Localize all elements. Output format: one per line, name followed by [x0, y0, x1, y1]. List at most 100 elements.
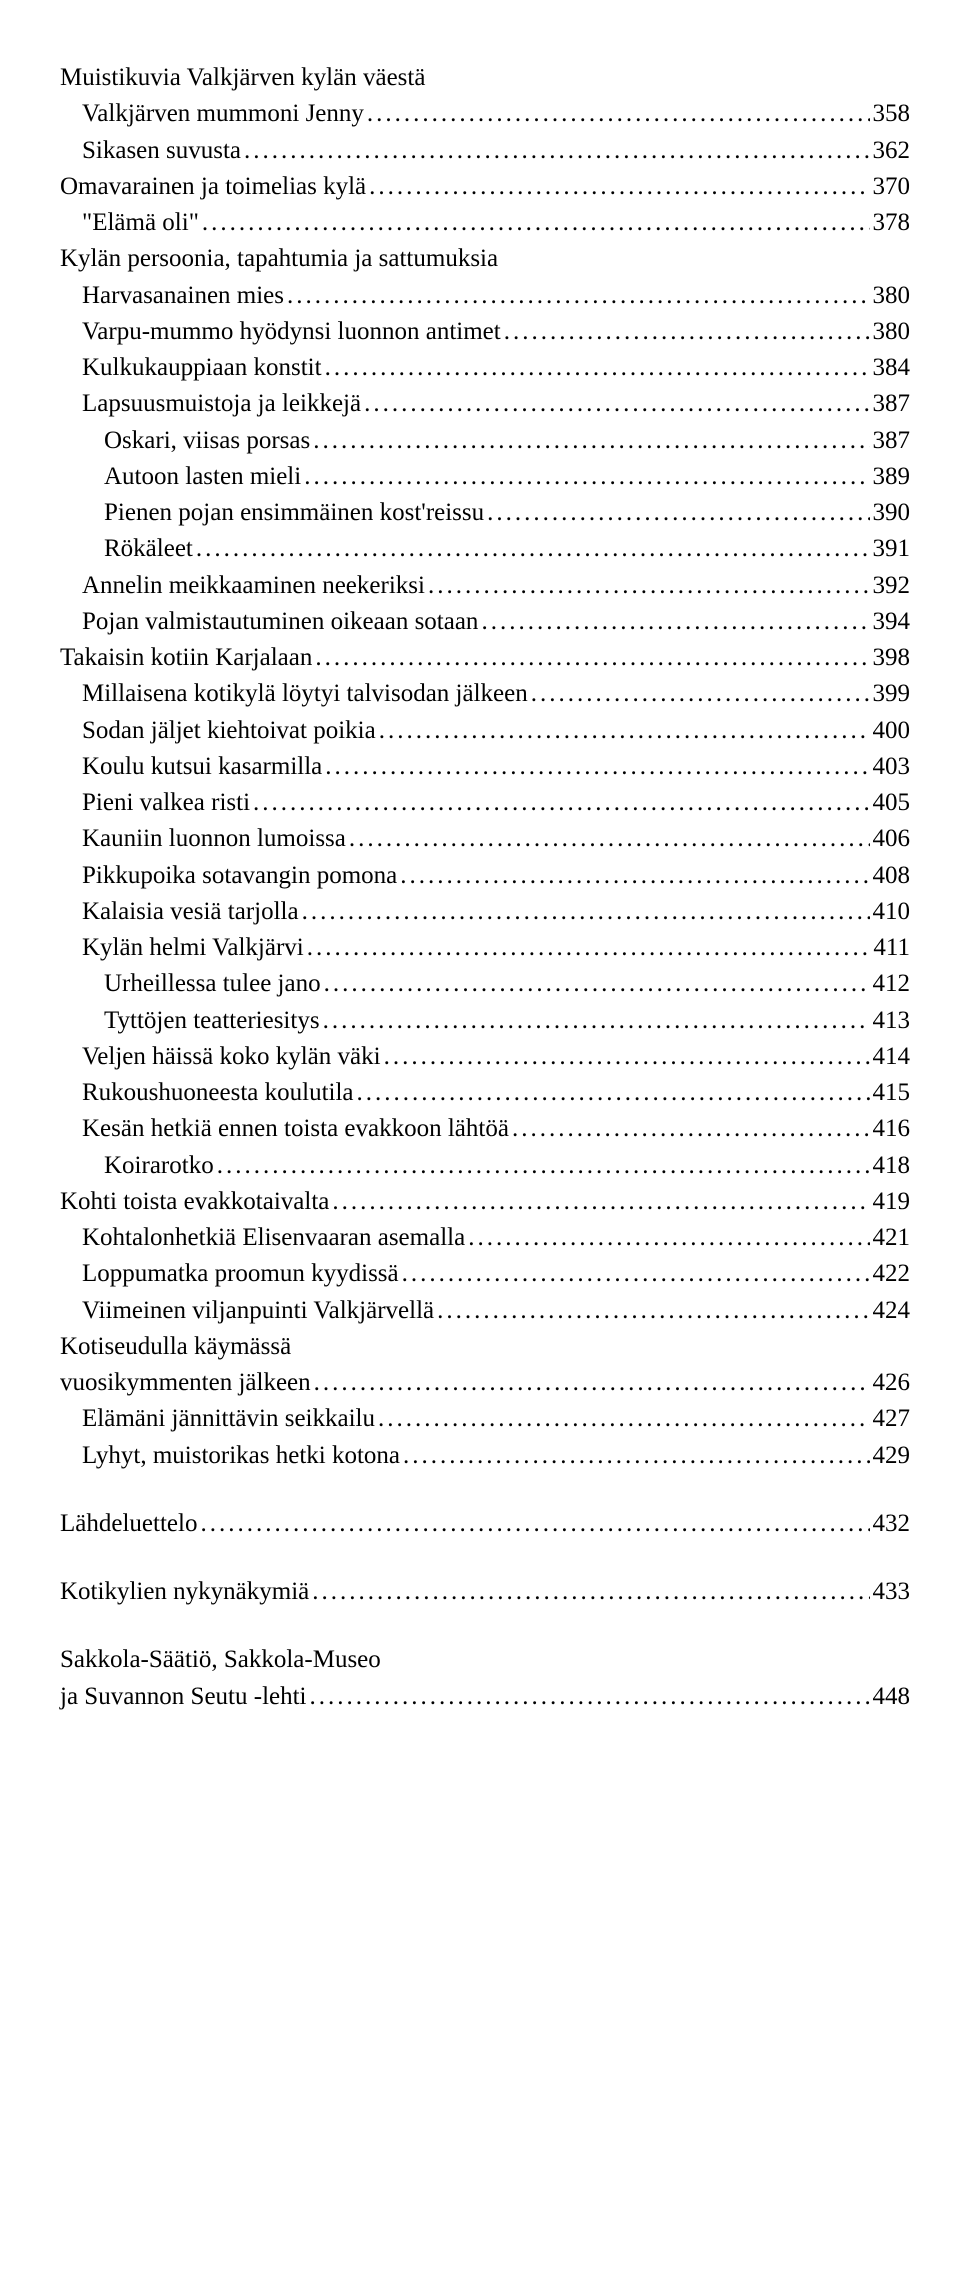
toc-leader-dots: [428, 568, 870, 604]
toc-entry-page: 358: [873, 96, 911, 132]
toc-entry: Omavarainen ja toimelias kylä370: [60, 169, 910, 205]
toc-entry-page: 429: [873, 1438, 911, 1474]
toc-entry: Kesän hetkiä ennen toista evakkoon lähtö…: [60, 1111, 910, 1147]
toc-leader-dots: [244, 133, 869, 169]
toc-leader-dots: [304, 459, 869, 495]
toc-entry-page: 387: [873, 423, 911, 459]
toc-entry-label: ja Suvannon Seutu -lehti: [60, 1679, 307, 1715]
toc-entry: Lyhyt, muistorikas hetki kotona429: [60, 1438, 910, 1474]
toc-entry-page: 427: [873, 1401, 911, 1437]
toc-entry-page: 410: [873, 894, 911, 930]
toc-entry: Viimeinen viljanpuinti Valkjärvellä424: [60, 1293, 910, 1329]
toc-entry: Elämäni jännittävin seikkailu427: [60, 1401, 910, 1437]
toc-entry-label: Varpu-mummo hyödynsi luonnon antimet: [82, 314, 501, 350]
toc-spacer: [60, 1610, 910, 1642]
toc-entry-label: Muistikuvia Valkjärven kylän väestä: [60, 64, 425, 91]
toc-entry: Takaisin kotiin Karjalaan 398: [60, 640, 910, 676]
toc-entry-label: Kalaisia vesiä tarjolla: [82, 894, 299, 930]
toc-leader-dots: [481, 604, 869, 640]
toc-entry: Koulu kutsui kasarmilla403: [60, 749, 910, 785]
toc-entry: Sikasen suvusta 362: [60, 133, 910, 169]
toc-entry-page: 392: [873, 568, 911, 604]
toc-leader-dots: [323, 1003, 870, 1039]
toc-entry: Kotikylien nykynäkymiä433: [60, 1574, 910, 1610]
toc-entry-label: Kulkukauppiaan konstit: [82, 350, 322, 386]
toc-entry-page: 416: [873, 1111, 911, 1147]
toc-entry-page: 399: [873, 676, 911, 712]
toc-entry: Urheillessa tulee jano412: [60, 966, 910, 1002]
toc-entry-label: Sikasen suvusta: [82, 133, 241, 169]
toc-entry-label: Urheillessa tulee jano: [104, 966, 321, 1002]
toc-entry: Annelin meikkaaminen neekeriksi392: [60, 568, 910, 604]
toc-entry: Kohti toista evakkotaivalta419: [60, 1184, 910, 1220]
toc-leader-dots: [364, 386, 869, 422]
toc-leader-dots: [531, 676, 870, 712]
toc-leader-dots: [402, 1256, 870, 1292]
toc-entry-page: 378: [873, 205, 911, 241]
toc-entry-page: 415: [873, 1075, 911, 1111]
toc-leader-dots: [324, 966, 870, 1002]
toc-entry: Oskari, viisas porsas387: [60, 423, 910, 459]
toc-entry-label: Takaisin kotiin Karjalaan: [60, 640, 312, 676]
toc-leader-dots: [310, 1679, 870, 1715]
toc-entry-label: Sakkola-Säätiö, Sakkola-Museo: [60, 1646, 381, 1673]
toc-entry: Kotiseudulla käymässä: [60, 1329, 910, 1365]
toc-entry: Kalaisia vesiä tarjolla 410: [60, 894, 910, 930]
toc-leader-dots: [487, 495, 869, 531]
toc-entry-page: 424: [873, 1293, 911, 1329]
toc-entry-page: 422: [873, 1256, 911, 1292]
toc-entry: Kulkukauppiaan konstit 384: [60, 350, 910, 386]
toc-entry-label: Pikkupoika sotavangin pomona: [82, 858, 397, 894]
toc-entry: Varpu-mummo hyödynsi luonnon antimet 380: [60, 314, 910, 350]
toc-entry: ja Suvannon Seutu -lehti 448: [60, 1679, 910, 1715]
toc-entry-page: 384: [873, 350, 911, 386]
toc-entry-page: 414: [873, 1039, 911, 1075]
toc-entry: Rukoushuoneesta koulutila 415: [60, 1075, 910, 1111]
toc-entry-page: 411: [873, 930, 910, 966]
toc-entry: Autoon lasten mieli389: [60, 459, 910, 495]
toc-entry-page: 426: [873, 1365, 911, 1401]
toc-entry-label: Harvasanainen mies: [82, 278, 284, 314]
toc-entry: Sakkola-Säätiö, Sakkola-Museo: [60, 1642, 910, 1678]
toc-leader-dots: [314, 1365, 870, 1401]
toc-entry-page: 419: [873, 1184, 911, 1220]
toc-leader-dots: [217, 1148, 870, 1184]
toc-leader-dots: [332, 1184, 869, 1220]
toc-entry: Veljen häissä koko kylän väki414: [60, 1039, 910, 1075]
toc-entry-page: 394: [873, 604, 911, 640]
toc-entry-page: 403: [873, 749, 911, 785]
toc-entry-page: 398: [873, 640, 911, 676]
toc-entry-label: Tyttöjen teatteriesitys: [104, 1003, 320, 1039]
toc-entry: Pieni valkea risti 405: [60, 785, 910, 821]
toc-leader-dots: [369, 169, 869, 205]
toc-entry: Rökäleet391: [60, 531, 910, 567]
toc-entry-label: Kylän persoonia, tapahtumia ja sattumuks…: [60, 245, 498, 272]
toc-leader-dots: [312, 1574, 869, 1610]
toc-leader-dots: [253, 785, 869, 821]
toc-entry: Pojan valmistautuminen oikeaan sotaan394: [60, 604, 910, 640]
toc-entry-page: 406: [873, 821, 911, 857]
toc-entry: Kauniin luonnon lumoissa406: [60, 821, 910, 857]
toc-spacer: [60, 1474, 910, 1506]
toc-entry: Kylän helmi Valkjärvi411: [60, 930, 910, 966]
toc-leader-dots: [196, 531, 870, 567]
toc-entry-label: Rukoushuoneesta koulutila: [82, 1075, 354, 1111]
toc-entry-page: 391: [873, 531, 911, 567]
toc-entry-label: "Elämä oli": [82, 205, 199, 241]
toc-entry-label: Pieni valkea risti: [82, 785, 250, 821]
toc-entry-label: Lapsuusmuistoja ja leikkejä: [82, 386, 361, 422]
toc-leader-dots: [302, 894, 870, 930]
toc-leader-dots: [400, 858, 869, 894]
toc-leader-dots: [378, 1401, 870, 1437]
toc-entry-label: Millaisena kotikylä löytyi talvisodan jä…: [82, 676, 528, 712]
toc-entry-page: 370: [873, 169, 911, 205]
toc-entry-page: 448: [873, 1679, 911, 1715]
toc-entry-label: Lähdeluettelo: [60, 1506, 197, 1542]
toc-leader-dots: [403, 1438, 869, 1474]
toc-entry-page: 362: [873, 133, 911, 169]
toc-entry-label: Sodan jäljet kiehtoivat poikia: [82, 713, 376, 749]
toc-entry: Muistikuvia Valkjärven kylän väestä: [60, 60, 910, 96]
toc-entry: Kohtalonhetkiä Elisenvaaran asemalla421: [60, 1220, 910, 1256]
toc-entry-page: 380: [873, 314, 911, 350]
toc-entry-page: 405: [873, 785, 911, 821]
